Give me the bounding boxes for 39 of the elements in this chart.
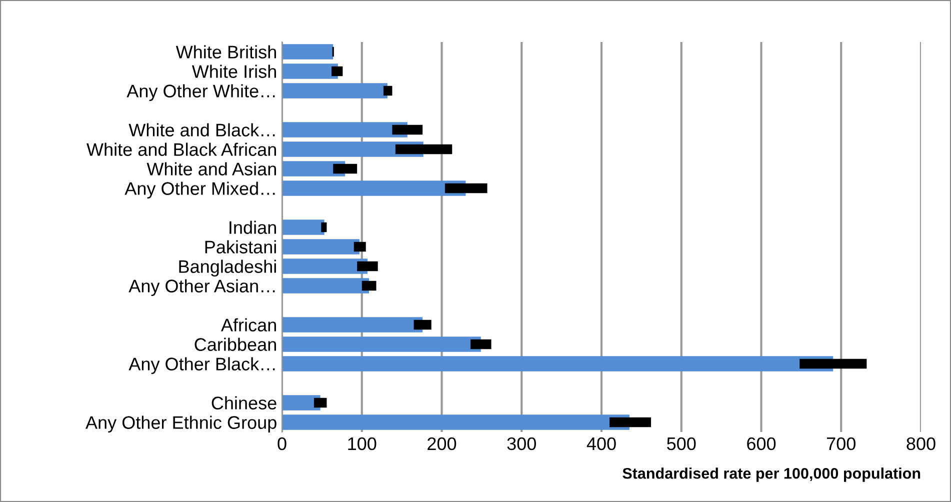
bar: [282, 356, 834, 372]
y-tick-label: White and Black…: [128, 123, 275, 136]
x-tick-label: 100: [348, 437, 376, 450]
x-tick-label: 400: [586, 437, 616, 450]
y-tick-label: Indian: [230, 220, 276, 234]
x-tick-label: 300: [507, 437, 536, 450]
x-tick-label: 0: [278, 437, 286, 450]
y-tick-label: White British: [176, 45, 276, 58]
x-tick-label: 800: [906, 437, 936, 450]
x-tick-label: 600: [747, 437, 776, 450]
x-tick-label: 700: [826, 437, 856, 450]
y-tick-label: Chinese: [212, 396, 276, 410]
bar: [282, 220, 324, 235]
bar: [282, 83, 388, 98]
bar: [282, 239, 360, 254]
y-tick-label: Any Other White…: [126, 84, 275, 102]
y-tick-label: Any Other Ethnic Group: [86, 416, 276, 433]
bar: [282, 258, 368, 274]
y-tick-label: Any Other Black…: [128, 357, 275, 374]
y-tick-label: Any Other Mixed…: [124, 182, 275, 199]
y-tick-label: Any Other Asian…: [128, 279, 275, 296]
x-axis-title: Standardised rate per 100,000 population: [622, 468, 920, 482]
bar: [282, 278, 370, 294]
bar: [282, 122, 408, 138]
bar: [282, 414, 630, 430]
x-tick-label: 500: [667, 437, 696, 450]
bar: [282, 317, 423, 332]
x-tick-label: 200: [428, 437, 456, 450]
bar: [282, 64, 338, 79]
y-tick-label: Bangladeshi: [179, 260, 276, 277]
y-tick-label: White and Black African: [86, 142, 276, 156]
y-tick-label: African: [220, 318, 276, 332]
bar: [282, 336, 481, 352]
bar: [282, 180, 466, 196]
y-tick-label: White and Asian: [146, 162, 276, 176]
y-tick-label: Pakistani: [205, 240, 276, 254]
bar: [282, 44, 334, 60]
y-tick-label: Caribbean: [194, 338, 276, 351]
y-tick-label: White Irish: [192, 64, 276, 78]
